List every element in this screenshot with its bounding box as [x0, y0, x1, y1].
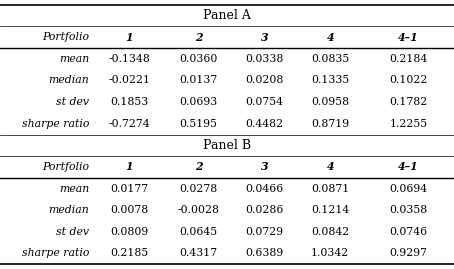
Text: -0.1348: -0.1348 [109, 54, 150, 64]
Text: 0.1214: 0.1214 [311, 205, 350, 215]
Text: 0.1853: 0.1853 [110, 97, 148, 107]
Text: 0.0809: 0.0809 [110, 227, 148, 237]
Text: sharpe ratio: sharpe ratio [22, 248, 89, 258]
Text: 4: 4 [326, 161, 334, 172]
Text: mean: mean [59, 54, 89, 64]
Text: -0.0028: -0.0028 [178, 205, 220, 215]
Text: 0.1782: 0.1782 [390, 97, 428, 107]
Text: 0.0360: 0.0360 [179, 54, 218, 64]
Text: 0.4317: 0.4317 [180, 248, 217, 258]
Text: 0.0842: 0.0842 [311, 227, 350, 237]
Text: 0.0358: 0.0358 [390, 205, 428, 215]
Text: Portfolio: Portfolio [42, 32, 89, 42]
Text: 0.4482: 0.4482 [246, 119, 283, 129]
Text: 0.0278: 0.0278 [179, 183, 218, 193]
Text: 0.6389: 0.6389 [245, 248, 284, 258]
Text: 3: 3 [261, 161, 268, 172]
Text: 0.0958: 0.0958 [311, 97, 349, 107]
Text: 0.0693: 0.0693 [179, 97, 218, 107]
Text: 0.1335: 0.1335 [311, 76, 350, 86]
Text: 0.0338: 0.0338 [245, 54, 284, 64]
Text: 0.0729: 0.0729 [246, 227, 283, 237]
Text: 0.0746: 0.0746 [390, 227, 428, 237]
Text: 4–1: 4–1 [398, 161, 419, 172]
Text: 4–1: 4–1 [398, 32, 419, 43]
Text: 0.0835: 0.0835 [311, 54, 350, 64]
Text: Portfolio: Portfolio [42, 162, 89, 172]
Text: 4: 4 [326, 32, 334, 43]
Text: 0.0645: 0.0645 [180, 227, 217, 237]
Text: 0.0208: 0.0208 [245, 76, 284, 86]
Text: 2: 2 [195, 32, 202, 43]
Text: 0.2184: 0.2184 [390, 54, 428, 64]
Text: 0.0078: 0.0078 [110, 205, 148, 215]
Text: 0.0754: 0.0754 [246, 97, 283, 107]
Text: 1: 1 [126, 32, 133, 43]
Text: sharpe ratio: sharpe ratio [22, 119, 89, 129]
Text: 0.8719: 0.8719 [311, 119, 349, 129]
Text: median: median [49, 76, 89, 86]
Text: 0.0286: 0.0286 [245, 205, 284, 215]
Text: Panel A: Panel A [203, 9, 251, 22]
Text: 0.0694: 0.0694 [390, 183, 428, 193]
Text: -0.0221: -0.0221 [109, 76, 150, 86]
Text: 1: 1 [126, 161, 133, 172]
Text: 0.2185: 0.2185 [110, 248, 148, 258]
Text: st dev: st dev [56, 97, 89, 107]
Text: 0.0871: 0.0871 [311, 183, 350, 193]
Text: 3: 3 [261, 32, 268, 43]
Text: 0.5195: 0.5195 [180, 119, 217, 129]
Text: median: median [49, 205, 89, 215]
Text: 1.0342: 1.0342 [311, 248, 350, 258]
Text: 1.2255: 1.2255 [390, 119, 428, 129]
Text: 0.0177: 0.0177 [110, 183, 148, 193]
Text: 0.0466: 0.0466 [245, 183, 284, 193]
Text: Panel B: Panel B [203, 139, 251, 152]
Text: 0.1022: 0.1022 [390, 76, 428, 86]
Text: st dev: st dev [56, 227, 89, 237]
Text: 0.0137: 0.0137 [179, 76, 218, 86]
Text: mean: mean [59, 183, 89, 193]
Text: 2: 2 [195, 161, 202, 172]
Text: -0.7274: -0.7274 [109, 119, 150, 129]
Text: 0.9297: 0.9297 [390, 248, 428, 258]
